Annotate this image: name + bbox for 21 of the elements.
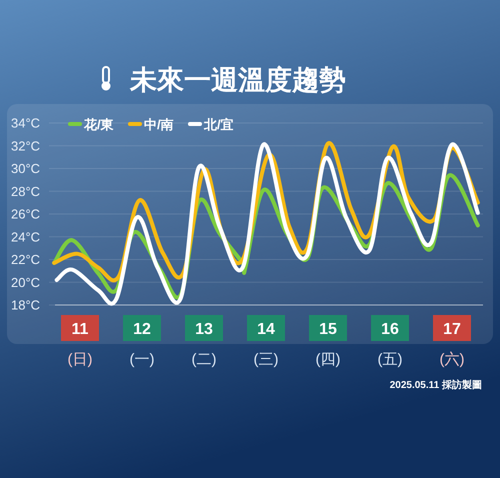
x-tick-label: 15 (四) — [316, 321, 340, 368]
x-tick-label: 13 (二) — [192, 321, 216, 368]
legend-label: 北/宜 — [203, 117, 234, 132]
y-tick-label: 34°C — [11, 116, 40, 130]
x-tick-label: 11 (日) — [68, 321, 92, 368]
x-tick-label: 14 (三) — [254, 321, 278, 368]
y-tick-label: 24°C — [11, 229, 40, 244]
y-tick-label: 18°C — [11, 298, 40, 312]
chart-title: 未來一週溫度趨勢 — [129, 65, 346, 95]
x-tick-label: 12 (一) — [130, 321, 154, 368]
x-tick-label: 16 (五) — [378, 321, 402, 368]
y-tick-label: 32°C — [11, 138, 40, 154]
y-tick-label: 28°C — [11, 184, 40, 199]
text: 2025.05.11 採訪製圖 — [390, 379, 482, 391]
y-tick-label: 26°C — [11, 206, 40, 222]
legend-label: 花/東 — [83, 117, 115, 132]
y-tick-label: 20°C — [11, 274, 40, 290]
legend-label: 中/南 — [144, 117, 174, 132]
y-tick-label: 22°C — [11, 252, 40, 267]
y-tick-label: 30°C — [11, 161, 40, 176]
x-tick-label: 17 (六) — [440, 321, 464, 368]
